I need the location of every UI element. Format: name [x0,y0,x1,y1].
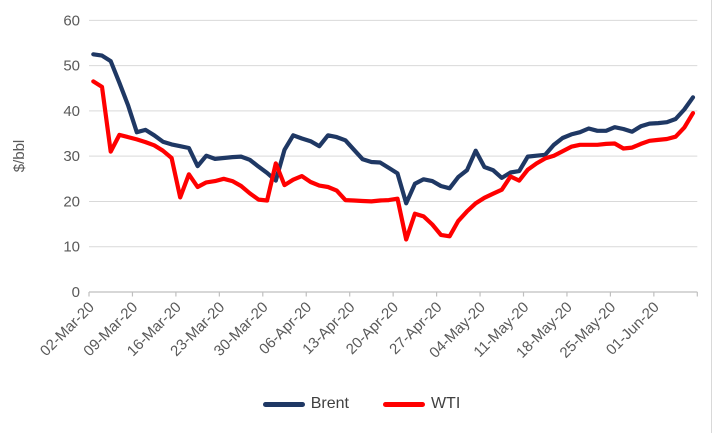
y-tick-label: 60 [63,12,80,29]
y-axis-title: $/bbl [11,140,28,173]
legend-label-wti: WTI [430,395,461,412]
legend-item-brent: Brent [262,395,349,412]
y-tick-label: 50 [63,58,80,75]
y-tick-label: 40 [63,103,80,120]
chart-legend: Brent WTI [0,391,723,417]
y-tick-label: 20 [63,193,80,210]
y-tick-label: 10 [63,239,80,256]
y-tick-label: 0 [72,284,80,301]
brent-line-swatch-icon [262,401,305,407]
wti-line-swatch-icon [382,401,425,407]
y-tick-label: 30 [63,148,80,165]
chart-area-right-border [711,0,712,433]
legend-label-brent: Brent [310,395,349,412]
brent-line [91,52,696,206]
legend-item-wti: WTI [382,395,461,412]
wti-line [91,79,696,242]
